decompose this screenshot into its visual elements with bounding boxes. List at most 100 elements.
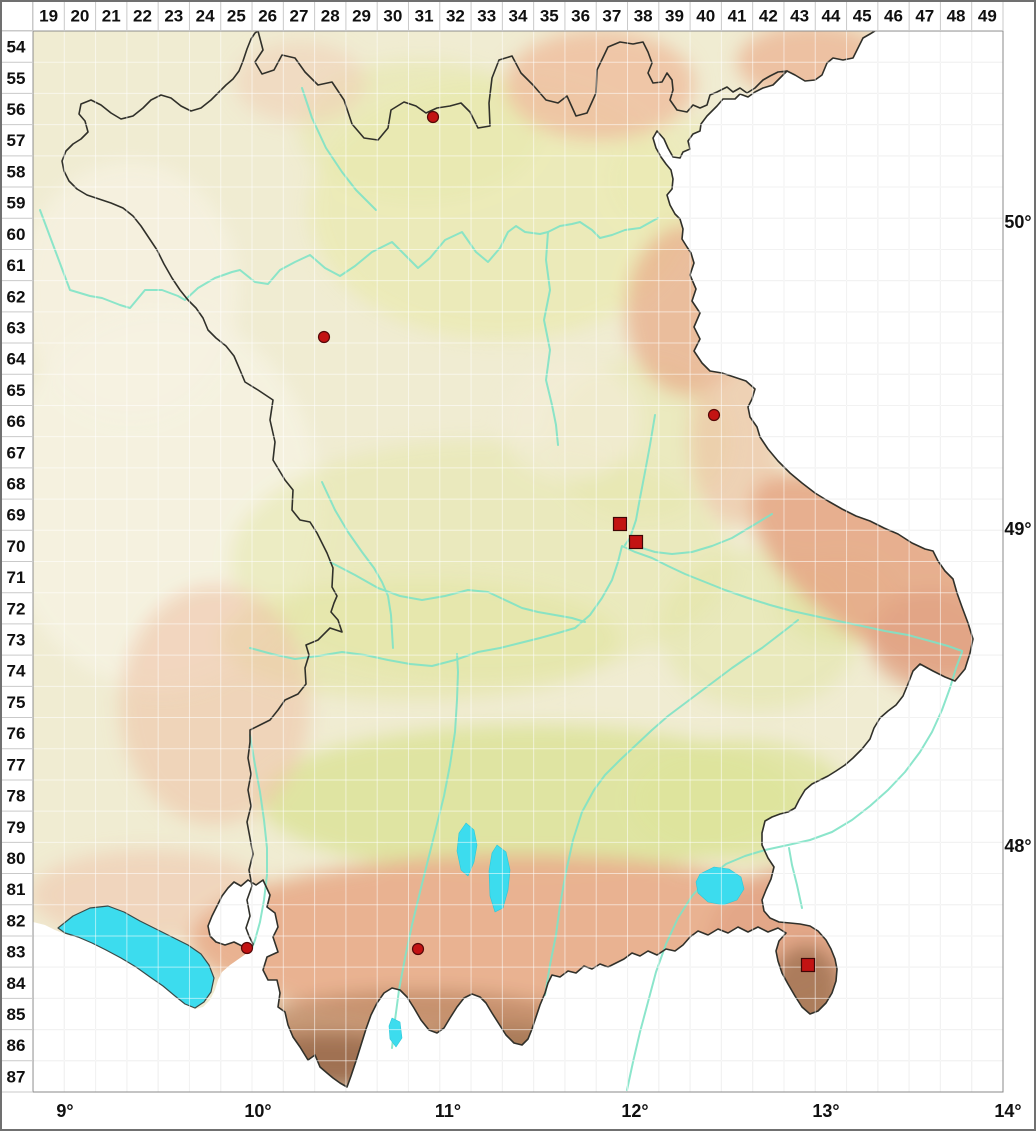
latitude-label: 48° xyxy=(1004,836,1031,856)
row-label: 69 xyxy=(7,506,26,525)
occurrence-square[interactable] xyxy=(800,957,816,973)
column-label: 36 xyxy=(571,7,590,26)
lake-ammersee xyxy=(456,822,478,877)
longitude-label: 9° xyxy=(56,1101,73,1121)
row-label: 77 xyxy=(7,755,26,774)
column-label: 49 xyxy=(978,7,997,26)
row-label: 85 xyxy=(7,1005,26,1024)
longitude-label: 12° xyxy=(621,1101,648,1121)
row-header: 54 55 56 57 58 59 60 61 62 63 64 65 66 67 68 69 70 71 72 73… xyxy=(7,38,26,1087)
latitude-axis: 50° 49° 48° xyxy=(1004,212,1031,856)
longitude-label: 14° xyxy=(994,1101,1021,1121)
row-label: 65 xyxy=(7,381,26,400)
row-label: 78 xyxy=(7,787,26,806)
row-label: 62 xyxy=(7,287,26,306)
lakes-layer xyxy=(57,822,745,1048)
occurrence-circle[interactable] xyxy=(707,408,721,422)
row-label: 60 xyxy=(7,225,26,244)
lake-chiemsee xyxy=(695,866,745,906)
column-label: 43 xyxy=(790,7,809,26)
row-label: 57 xyxy=(7,131,26,150)
row-label: 59 xyxy=(7,194,26,213)
rivers-layer xyxy=(39,87,963,1091)
row-label: 86 xyxy=(7,1036,26,1055)
row-label: 67 xyxy=(7,443,26,462)
column-label: 39 xyxy=(665,7,684,26)
row-label: 74 xyxy=(7,662,26,681)
column-label: 47 xyxy=(915,7,934,26)
column-label: 40 xyxy=(696,7,715,26)
lake-starnberg xyxy=(488,844,511,913)
row-label: 73 xyxy=(7,631,26,650)
row-label: 76 xyxy=(7,724,26,743)
longitude-label: 11° xyxy=(435,1101,461,1121)
row-label: 70 xyxy=(7,537,26,556)
column-header: 19 20 21 22 23 24 25 26 27 28 29 30 31 32 33 34 35 36 37 38… xyxy=(39,7,997,26)
row-label: 68 xyxy=(7,474,26,493)
column-label: 26 xyxy=(258,7,277,26)
row-label: 79 xyxy=(7,818,26,837)
column-label: 27 xyxy=(290,7,309,26)
longitude-label: 13° xyxy=(812,1101,839,1121)
column-label: 46 xyxy=(884,7,903,26)
column-label: 45 xyxy=(853,7,872,26)
occurrence-square[interactable] xyxy=(628,534,644,550)
occurrence-square[interactable] xyxy=(612,516,628,532)
row-label: 58 xyxy=(7,162,26,181)
gridlines-overlay xyxy=(33,31,1003,1092)
river-saale xyxy=(301,87,377,211)
column-label: 24 xyxy=(196,7,215,26)
column-label: 21 xyxy=(102,7,121,26)
column-label: 48 xyxy=(947,7,966,26)
column-label: 23 xyxy=(164,7,183,26)
row-label: 84 xyxy=(7,974,26,993)
river-isar xyxy=(544,619,799,996)
river-iller xyxy=(249,734,268,949)
occurrence-circle[interactable] xyxy=(411,942,425,956)
row-label: 75 xyxy=(7,693,26,712)
column-label: 37 xyxy=(602,7,621,26)
row-label: 83 xyxy=(7,943,26,962)
row-label: 81 xyxy=(7,880,26,899)
row-label: 63 xyxy=(7,318,26,337)
river-regnitz xyxy=(543,231,559,446)
column-label: 32 xyxy=(446,7,465,26)
row-label: 54 xyxy=(7,38,26,57)
column-label: 30 xyxy=(383,7,402,26)
column-label: 28 xyxy=(321,7,340,26)
row-label: 82 xyxy=(7,911,26,930)
column-label: 31 xyxy=(415,7,434,26)
row-label: 66 xyxy=(7,412,26,431)
row-label: 56 xyxy=(7,100,26,119)
occurrence-circle[interactable] xyxy=(426,110,440,124)
latitude-label: 50° xyxy=(1004,212,1031,232)
row-label: 71 xyxy=(7,568,26,587)
lake-forggensee xyxy=(388,1017,403,1048)
column-label: 38 xyxy=(634,7,653,26)
column-label: 44 xyxy=(821,7,840,26)
river-lech xyxy=(391,653,459,1049)
column-label: 34 xyxy=(509,7,528,26)
river-salzach xyxy=(788,847,803,909)
river-inn xyxy=(626,651,963,1091)
column-label: 42 xyxy=(759,7,778,26)
occurrence-circle[interactable] xyxy=(240,941,254,955)
column-label: 22 xyxy=(133,7,152,26)
column-label: 35 xyxy=(540,7,559,26)
row-label: 80 xyxy=(7,849,26,868)
column-label: 41 xyxy=(728,7,747,26)
occurrence-symbols xyxy=(240,110,816,973)
row-label: 61 xyxy=(7,256,26,275)
saxony-czech-border xyxy=(786,30,876,82)
column-label: 25 xyxy=(227,7,246,26)
river-danube xyxy=(249,545,963,667)
occurrence-circle[interactable] xyxy=(317,330,331,344)
label-strip-gridlines xyxy=(2,2,1004,1093)
river-main xyxy=(39,209,659,309)
column-label: 19 xyxy=(39,7,58,26)
row-label: 87 xyxy=(7,1067,26,1086)
